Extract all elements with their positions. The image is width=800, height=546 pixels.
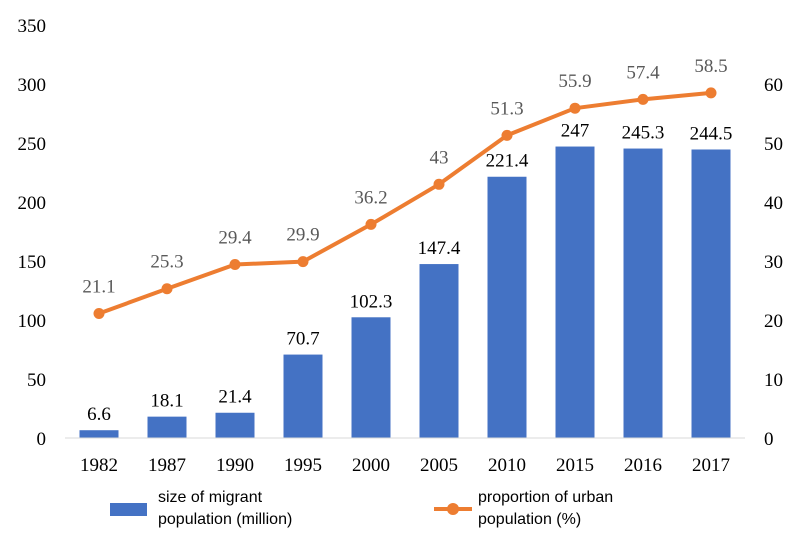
legend-label-line-line1: proportion of urban	[478, 489, 613, 506]
legend-swatch-bar	[110, 503, 147, 516]
bar	[283, 354, 323, 438]
line-marker	[365, 218, 377, 230]
y-tick-label-right: 20	[764, 311, 783, 332]
line-value-label: 29.4	[218, 228, 252, 249]
y-tick-label-right: 30	[764, 252, 783, 273]
y-tick-label-left: 100	[18, 311, 47, 332]
data-labels: 6.6 18.1 21.4 70.7 102.3 147.4 221.4 247 245.3 24…	[82, 56, 732, 425]
bar	[215, 412, 255, 438]
y-tick-label-left: 200	[18, 193, 47, 214]
line-marker	[705, 87, 717, 99]
line-marker	[161, 283, 173, 295]
x-tick-label: 2005	[420, 455, 458, 476]
y-tick-label-right: 40	[764, 193, 783, 214]
x-tick-label: 2016	[624, 455, 662, 476]
x-tick-label: 1990	[216, 455, 254, 476]
line-value-label: 51.3	[490, 98, 523, 119]
line-marker	[93, 308, 105, 320]
legend: size of migrant population (million) pro…	[110, 489, 613, 528]
legend-swatch-marker	[447, 503, 459, 515]
bar-value-label: 221.4	[486, 151, 529, 172]
line-value-label: 36.2	[354, 187, 387, 208]
bar	[487, 176, 527, 439]
y-tick-label-right: 50	[764, 134, 783, 155]
bar	[623, 148, 663, 438]
x-tick-label: 1987	[148, 455, 186, 476]
line-marker	[501, 129, 513, 141]
bar-value-label: 147.4	[418, 238, 461, 259]
x-tick-label: 2010	[488, 455, 526, 476]
bar-value-label: 6.6	[87, 404, 111, 425]
line-value-label: 21.1	[82, 277, 115, 298]
bar	[419, 264, 459, 438]
legend-label-line-line2: population (%)	[478, 511, 581, 528]
x-tick-label: 2015	[556, 455, 594, 476]
y-tick-label-right: 10	[764, 370, 783, 391]
line-series	[93, 87, 717, 320]
bar	[691, 149, 731, 439]
y-tick-label-right: 60	[764, 75, 783, 96]
y-tick-label-left: 300	[18, 75, 47, 96]
bar-value-label: 244.5	[690, 123, 733, 144]
line-value-label: 29.9	[286, 225, 319, 246]
y-tick-label-left: 0	[37, 429, 47, 450]
line-marker	[433, 178, 445, 190]
y-tick-label-left: 150	[18, 252, 47, 273]
line-value-label: 43	[430, 147, 449, 168]
line-marker	[637, 93, 649, 105]
legend-label-bar-line1: size of migrant	[158, 489, 263, 506]
y-tick-label-left: 350	[18, 16, 47, 37]
bar	[555, 146, 595, 439]
bar-value-label: 102.3	[350, 291, 393, 312]
legend-label-bar-line2: population (million)	[158, 511, 292, 528]
bar-value-label: 245.3	[622, 123, 665, 144]
y-tick-label-left: 250	[18, 134, 47, 155]
line-value-label: 57.4	[626, 62, 660, 83]
bar-value-label: 21.4	[218, 387, 252, 408]
y-tick-label-left: 50	[27, 370, 46, 391]
bar	[79, 430, 119, 438]
x-tick-label: 2000	[352, 455, 390, 476]
bar-value-label: 18.1	[150, 391, 183, 412]
bar-value-label: 247	[561, 121, 590, 142]
bar-value-label: 70.7	[286, 329, 319, 350]
bar	[351, 317, 391, 438]
x-tick-label: 2017	[692, 455, 730, 476]
line-marker	[229, 259, 241, 271]
line-marker	[297, 256, 309, 268]
x-tick-label: 1995	[284, 455, 322, 476]
line-marker	[569, 102, 581, 114]
line-path	[97, 90, 713, 316]
line-value-label: 55.9	[558, 71, 591, 92]
bar-series	[79, 146, 731, 439]
line-value-label: 58.5	[694, 56, 727, 77]
bar	[147, 416, 187, 438]
x-tick-label: 1982	[80, 455, 118, 476]
line-value-label: 25.3	[150, 252, 183, 273]
axes: 0 50 100 150 200 250 300 350 0 10 20 30 40 50 60 1982 19…	[18, 16, 784, 476]
y-tick-label-right: 0	[764, 429, 774, 450]
